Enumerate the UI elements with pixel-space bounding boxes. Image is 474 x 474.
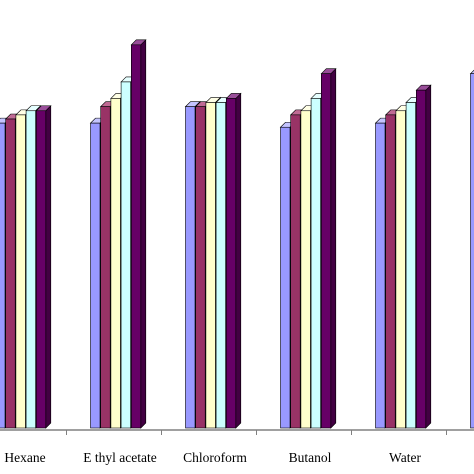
x-tick-label: Butanol [289, 450, 332, 465]
bar-front-face [395, 110, 406, 429]
bar-front-face [375, 122, 386, 429]
bar-front-face [320, 73, 332, 429]
bar-front-face [215, 102, 226, 429]
x-tick-label: Water [389, 450, 421, 465]
bar-front-face [25, 110, 36, 429]
bar [35, 105, 52, 429]
bar-front-face [120, 81, 131, 429]
bar-side-face [45, 105, 52, 429]
bar-top-face [469, 69, 474, 74]
bar-front-face [110, 98, 121, 429]
bar-front-face [5, 118, 16, 429]
x-tick-label: E thyl acetate [83, 450, 156, 465]
bar-side-face [140, 39, 147, 429]
bar-front-face [15, 114, 26, 429]
bar [469, 69, 474, 429]
bar-front-face [185, 106, 196, 429]
bar-front-face [405, 102, 416, 429]
bar-front-face [300, 110, 311, 429]
bar-front-face [385, 114, 396, 429]
bar-front-face [310, 98, 321, 429]
bar [415, 84, 432, 429]
bar-front-face [470, 73, 474, 429]
bar [320, 67, 337, 429]
bar [130, 39, 147, 429]
bar-front-face [35, 110, 47, 429]
bar-front-face [90, 122, 101, 429]
bar-side-face [330, 67, 337, 429]
bar-front-face [0, 122, 6, 429]
bar [225, 92, 242, 429]
x-tick-label: Chloroform [183, 450, 247, 465]
bar-side-face [425, 84, 432, 429]
bar-front-face [205, 102, 216, 429]
bar-front-face [290, 114, 301, 429]
bar-front-face [280, 126, 291, 429]
bar-side-face [235, 92, 242, 429]
bar-front-face [226, 98, 237, 429]
bar-front-face [415, 89, 427, 429]
x-tick-label: Hexane [4, 450, 45, 465]
bar-front-face [100, 106, 111, 429]
bar-front-face [131, 44, 142, 429]
bar-front-face [195, 106, 206, 429]
